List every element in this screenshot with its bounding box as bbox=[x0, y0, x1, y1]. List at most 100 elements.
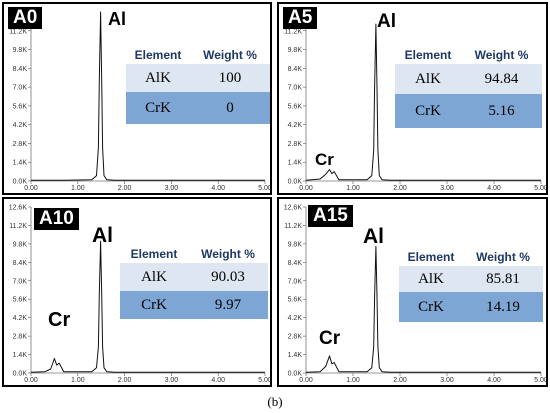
x-tick-label: 3.00 bbox=[440, 185, 454, 192]
cell-element: AlK bbox=[141, 268, 167, 285]
header-weight: Weight % bbox=[474, 48, 529, 62]
y-tick-label: 12.6K bbox=[284, 205, 303, 212]
cell-weight: 14.19 bbox=[486, 298, 520, 315]
cell-weight: 0 bbox=[226, 99, 234, 116]
x-tick-label: 1.00 bbox=[346, 185, 360, 192]
header-element: Element bbox=[130, 247, 178, 261]
figure-caption: (b) bbox=[267, 394, 283, 409]
x-tick-label: 0.00 bbox=[24, 377, 38, 384]
cell-weight: 9.97 bbox=[214, 296, 242, 313]
table-row: CrK 0 bbox=[126, 92, 270, 124]
x-tick-label: 1.00 bbox=[346, 377, 360, 384]
header-weight: Weight % bbox=[476, 250, 530, 264]
y-tick-label: 4.2K bbox=[13, 315, 28, 322]
y-tick-label: 9.8K bbox=[288, 47, 303, 54]
x-tick-label: 1.00 bbox=[71, 377, 85, 384]
panel-a10: 0.0K 1.4K 2.8K 4.2K 5.6K 7.0K 8.4K 9.8K 11.2K 12.… bbox=[2, 197, 272, 387]
table-header: Element Weight % bbox=[399, 248, 543, 266]
spectrum-line bbox=[30, 240, 265, 373]
spectrum-line bbox=[31, 11, 265, 181]
header-element: Element bbox=[134, 48, 182, 62]
y-tick-label: 5.6K bbox=[13, 103, 28, 110]
spectrum-line bbox=[305, 246, 541, 373]
weight-table: Element Weight % AlK 94.84 CrK 5.16 bbox=[395, 46, 542, 128]
y-tick-label: 0.0K bbox=[288, 371, 303, 378]
panel-badge: A10 bbox=[34, 208, 79, 230]
x-tick-label: 4.00 bbox=[211, 377, 225, 384]
x-tick-label: 2.00 bbox=[118, 377, 132, 384]
y-tick-label: 5.6K bbox=[13, 297, 28, 304]
cell-weight: 90.03 bbox=[211, 268, 245, 285]
y-tick-label: 2.8K bbox=[13, 334, 28, 341]
cell-weight: 100 bbox=[218, 69, 242, 86]
x-tick-label: 2.00 bbox=[393, 185, 407, 192]
x-tick-label: 0.00 bbox=[24, 185, 38, 192]
y-tick-label: 11.2K bbox=[284, 28, 302, 35]
x-tick-label: 5.00 bbox=[534, 377, 546, 384]
y-tick-label: 8.4K bbox=[13, 66, 28, 73]
x-tick-label: 5.00 bbox=[258, 185, 270, 192]
table-header: Element Weight % bbox=[120, 245, 268, 263]
panel-badge: A0 bbox=[8, 7, 43, 29]
al-peak-label: Al bbox=[363, 225, 384, 248]
cell-element: AlK bbox=[415, 70, 441, 87]
weight-table: Element Weight % AlK 85.81 CrK 14.19 bbox=[399, 248, 543, 322]
y-tick-label: 8.4K bbox=[288, 66, 303, 73]
x-tick-label: 2.00 bbox=[118, 185, 132, 192]
header-element: Element bbox=[404, 48, 452, 62]
y-tick-label: 4.2K bbox=[288, 122, 303, 129]
cell-element: CrK bbox=[415, 102, 441, 119]
y-tick-label: 7.0K bbox=[288, 278, 303, 285]
cell-element: CrK bbox=[141, 296, 167, 313]
x-tick-label: 5.00 bbox=[258, 377, 270, 384]
x-tick-label: 0.00 bbox=[299, 185, 313, 192]
y-tick-label: 4.2K bbox=[13, 122, 28, 129]
y-tick-label: 11.2K bbox=[284, 223, 302, 230]
y-tick-label: 9.8K bbox=[288, 241, 303, 248]
al-peak-label: Al bbox=[377, 11, 396, 32]
cr-peak-label: Cr bbox=[315, 150, 334, 169]
y-tick-label: 0.0K bbox=[13, 371, 28, 378]
cell-weight: 85.81 bbox=[486, 270, 520, 287]
x-tick-label: 0.00 bbox=[299, 377, 313, 384]
y-tick-label: 11.2K bbox=[9, 223, 27, 230]
y-tick-label: 7.0K bbox=[13, 85, 28, 92]
cell-weight: 5.16 bbox=[488, 102, 515, 119]
panel-badge: A15 bbox=[308, 205, 353, 227]
spectrum-plot-a5: 0.0K1.4K2.8K4.2K5.6K7.0K8.4K9.8K11.2K12.… bbox=[284, 10, 546, 193]
y-tick-label: 1.4K bbox=[13, 160, 28, 167]
x-tick-label: 3.00 bbox=[440, 377, 454, 384]
y-tick-label: 7.0K bbox=[13, 278, 28, 285]
y-tick-label: 1.4K bbox=[13, 352, 28, 359]
x-tick-label: 1.00 bbox=[71, 185, 85, 192]
cell-element: CrK bbox=[145, 99, 171, 116]
spectrum-plot-a10: 0.0K 1.4K 2.8K 4.2K 5.6K 7.0K 8.4K 9.8K 11.2K 12.… bbox=[9, 205, 270, 385]
y-tick-label: 8.4K bbox=[13, 260, 28, 267]
cell-element: AlK bbox=[418, 270, 444, 287]
spectrum-plot-a15: 0.0K 1.4K 2.8K 4.2K 5.6K 7.0K 8.4K 9.8K 11.2K 12.… bbox=[284, 205, 546, 385]
y-tick-label: 5.6K bbox=[288, 297, 303, 304]
y-tick-label: 0.0K bbox=[13, 179, 28, 186]
cell-element: CrK bbox=[418, 298, 444, 315]
y-tick-label: 2.8K bbox=[288, 141, 303, 148]
table-header: Element Weight % bbox=[395, 46, 542, 64]
x-tick-label: 4.00 bbox=[487, 377, 501, 384]
al-peak-label: Al bbox=[92, 224, 113, 247]
weight-table: Element Weight % AlK 90.03 CrK 9.97 bbox=[120, 245, 268, 319]
spectrum-line bbox=[305, 23, 541, 181]
table-row: CrK 9.97 bbox=[120, 291, 268, 319]
header-weight: Weight % bbox=[203, 48, 257, 62]
header-element: Element bbox=[407, 250, 455, 264]
y-tick-label: 1.4K bbox=[288, 352, 303, 359]
table-header: Element Weight % bbox=[126, 46, 270, 64]
panel-a15: 0.0K 1.4K 2.8K 4.2K 5.6K 7.0K 8.4K 9.8K 11.2K 12.… bbox=[277, 197, 548, 387]
y-tick-label: 0.0K bbox=[288, 179, 303, 186]
panel-a0: 0.0K1.4K2.8K4.2K5.6K7.0K8.4K9.8K11.2K12.… bbox=[2, 2, 272, 195]
panel-a5: 0.0K1.4K2.8K4.2K5.6K7.0K8.4K9.8K11.2K12.… bbox=[277, 2, 548, 195]
cell-weight: 94.84 bbox=[484, 70, 519, 87]
table-row: CrK 14.19 bbox=[399, 292, 543, 322]
y-tick-label: 11.2K bbox=[9, 28, 27, 35]
y-tick-label: 9.8K bbox=[13, 47, 28, 54]
table-row: AlK 85.81 bbox=[399, 266, 543, 292]
y-tick-label: 5.6K bbox=[288, 103, 303, 110]
